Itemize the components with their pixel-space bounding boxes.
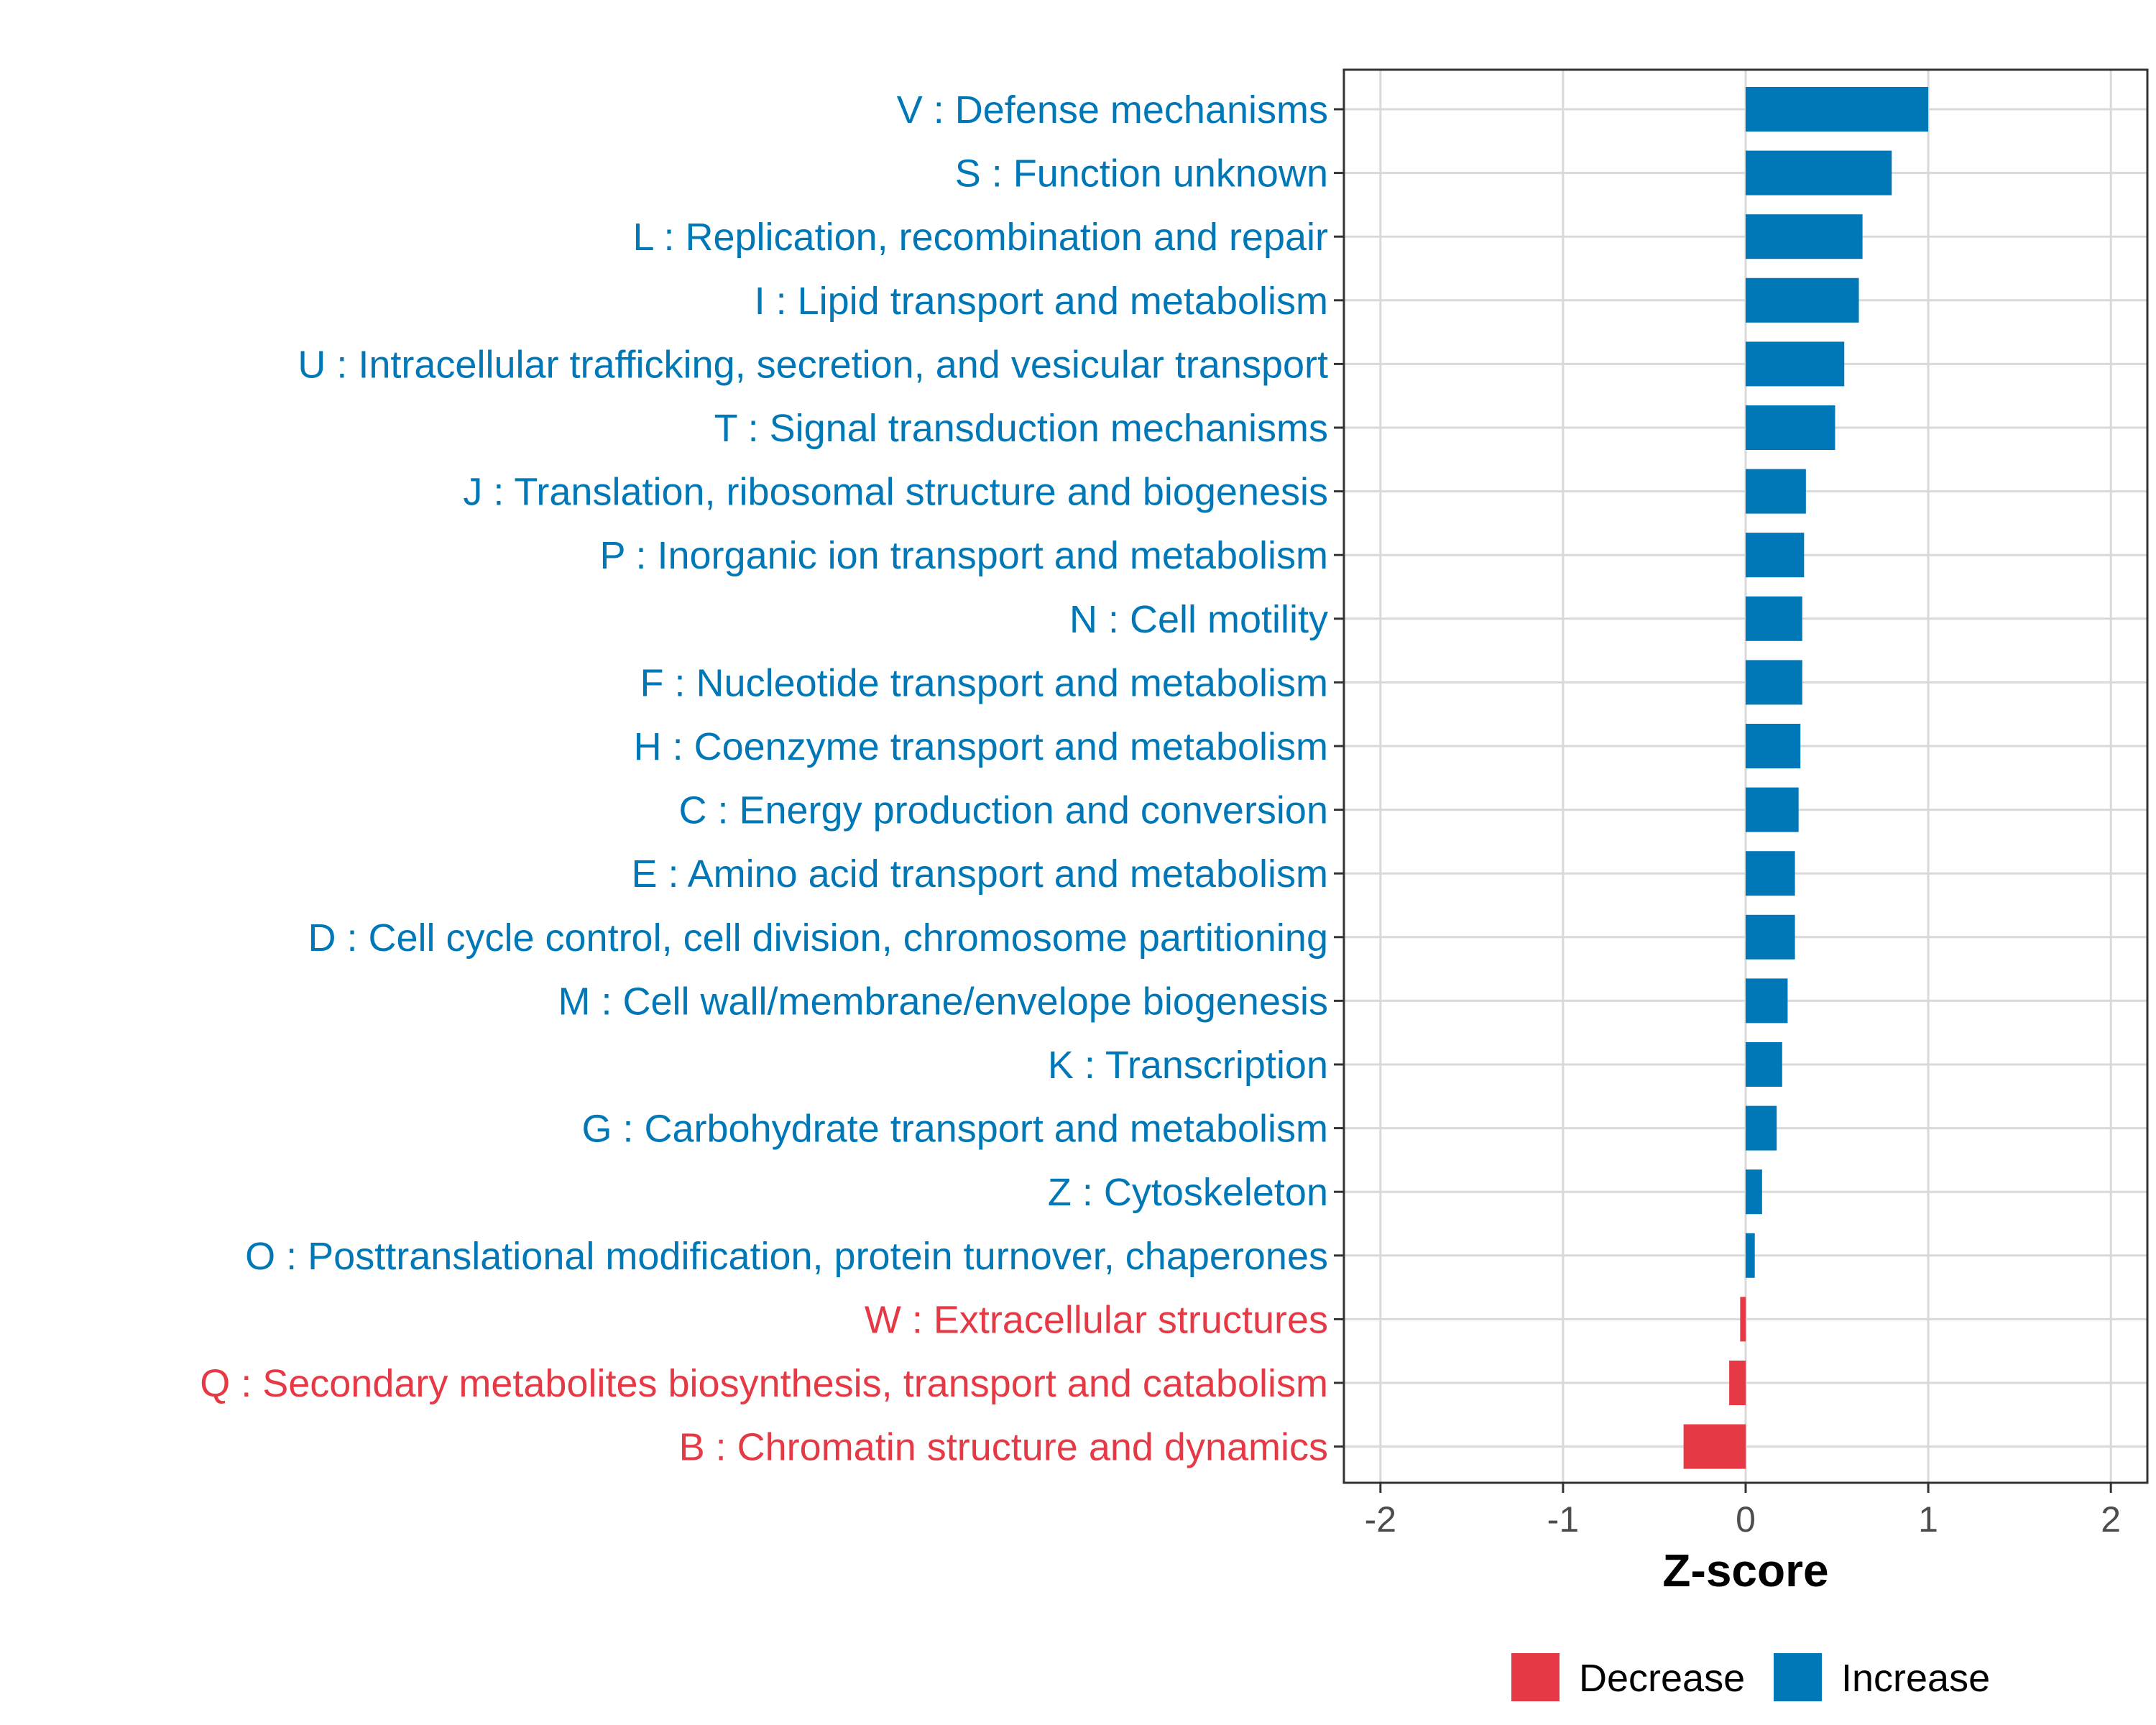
bar-e [1746,851,1795,896]
category-label: P : Inorganic ion transport and metaboli… [599,534,1328,577]
bar-q [1729,1361,1746,1405]
category-label: Q : Secondary metabolites biosynthesis, … [200,1362,1328,1405]
bar-b [1683,1424,1746,1469]
category-label: L : Replication, recombination and repai… [632,216,1328,259]
bar-k [1746,1042,1782,1087]
bar-n [1746,596,1802,641]
category-label: B : Chromatin structure and dynamics [679,1426,1328,1469]
category-label: V : Defense mechanisms [897,88,1328,132]
bar-h [1746,724,1801,768]
category-label: J : Translation, ribosomal structure and… [463,471,1328,514]
bar-v [1746,87,1929,132]
bar-u [1746,341,1845,387]
category-label: H : Coenzyme transport and metabolism [634,725,1328,768]
category-label: W : Extracellular structures [865,1298,1328,1341]
bar-f [1746,660,1802,705]
category-label: E : Amino acid transport and metabolism [632,852,1328,896]
x-axis-title: Z-score [1662,1545,1828,1596]
bar-t [1746,405,1835,450]
x-tick-label: 0 [1736,1499,1756,1540]
category-label: G : Carbohydrate transport and metabolis… [582,1108,1329,1151]
bar-z [1746,1169,1762,1215]
category-label: D : Cell cycle control, cell division, c… [308,916,1328,960]
legend: Decrease Increase [1511,1653,1990,1701]
x-tick-label: -1 [1547,1499,1579,1540]
category-label: F : Nucleotide transport and metabolism [640,661,1328,704]
category-label: O : Posttranslational modification, prot… [245,1235,1328,1278]
category-label: K : Transcription [1048,1044,1328,1087]
category-label: N : Cell motility [1069,598,1328,641]
legend-label-decrease: Decrease [1579,1657,1745,1700]
legend-label-increase: Increase [1841,1657,1990,1700]
x-tick-label: 2 [2101,1499,2121,1540]
bar-g [1746,1105,1777,1151]
category-label: U : Intracellular trafficking, secretion… [298,343,1328,386]
x-tick-label: 1 [1918,1499,1938,1540]
bar-w [1740,1297,1746,1342]
legend-swatch-increase [1774,1653,1822,1701]
bar-c [1746,787,1799,832]
bar-s [1746,150,1892,196]
bar-i [1746,277,1859,323]
category-label: T : Signal transduction mechanisms [714,407,1328,450]
category-label: C : Energy production and conversion [678,789,1328,832]
bar-d [1746,914,1795,960]
bar-m [1746,978,1788,1024]
bar-p [1746,533,1805,578]
category-label: M : Cell wall/membrane/envelope biogenes… [558,980,1328,1023]
category-label: S : Function unknown [955,152,1328,196]
category-label: I : Lipid transport and metabolism [755,280,1328,323]
category-label-layer: V : Defense mechanisms S : Function unkno… [200,88,1328,1469]
x-tick-layer: -2 -1 0 1 2 [1365,1483,2121,1540]
bar-l [1746,214,1863,259]
category-label: Z : Cytoskeleton [1048,1171,1328,1214]
bar-j [1746,469,1806,514]
legend-swatch-decrease [1511,1653,1560,1701]
bar-o [1746,1233,1755,1278]
y-tick-layer [1334,108,1344,1448]
x-tick-label: -2 [1365,1499,1396,1540]
bar-layer [1683,87,1929,1469]
